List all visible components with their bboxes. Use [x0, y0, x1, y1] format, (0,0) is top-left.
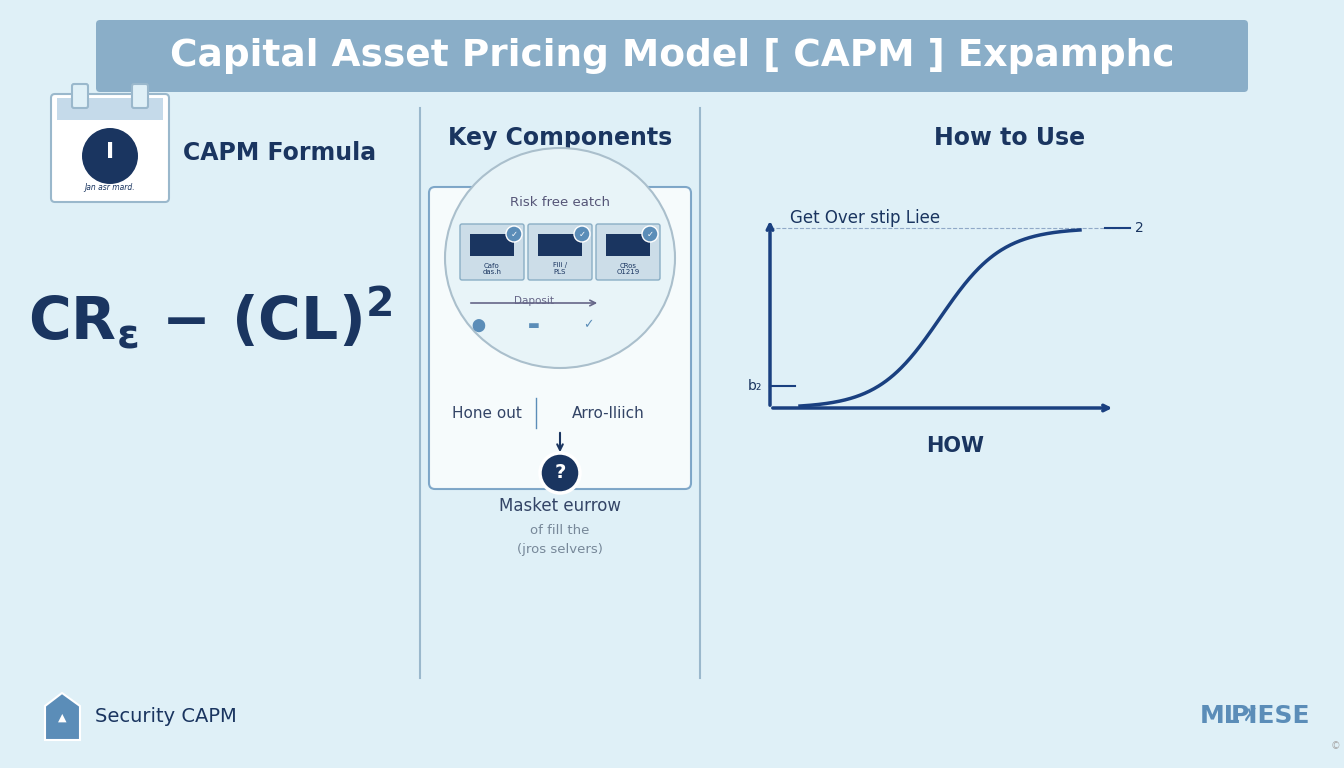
Text: Fili /
PLS: Fili / PLS: [552, 263, 567, 276]
Circle shape: [540, 453, 581, 493]
Text: CAPM Formula: CAPM Formula: [183, 141, 376, 165]
Circle shape: [574, 226, 590, 242]
Text: 2: 2: [1134, 221, 1144, 235]
FancyBboxPatch shape: [606, 234, 650, 256]
Text: ©: ©: [1331, 741, 1340, 751]
Text: Get Over stip Liee: Get Over stip Liee: [790, 209, 939, 227]
FancyBboxPatch shape: [429, 187, 691, 489]
FancyBboxPatch shape: [528, 224, 591, 280]
Ellipse shape: [445, 148, 675, 368]
Circle shape: [505, 226, 521, 242]
FancyBboxPatch shape: [595, 224, 660, 280]
Text: (jros selvers): (jros selvers): [517, 544, 603, 557]
Text: Risk free eatch: Risk free eatch: [509, 197, 610, 210]
Text: Daposit: Daposit: [513, 296, 554, 306]
Text: ⬤: ⬤: [470, 319, 485, 332]
Text: ML: ML: [1199, 704, 1241, 728]
Text: CRos
O1219: CRos O1219: [617, 263, 640, 276]
Text: $\mathbf{CR}_{\mathbf{\varepsilon}}$$\mathbf{\,-\,(CL)^{2}}$: $\mathbf{CR}_{\mathbf{\varepsilon}}$$\ma…: [28, 284, 392, 352]
FancyBboxPatch shape: [95, 20, 1249, 92]
Text: ?: ?: [554, 464, 566, 482]
FancyBboxPatch shape: [470, 234, 513, 256]
Text: Capital Asset Pricing Model [ CAPM ] Expamphc: Capital Asset Pricing Model [ CAPM ] Exp…: [169, 38, 1175, 74]
FancyBboxPatch shape: [56, 98, 163, 120]
Text: ✓: ✓: [511, 230, 517, 239]
Text: ▬: ▬: [528, 319, 540, 332]
FancyBboxPatch shape: [538, 234, 582, 256]
Text: of fill the: of fill the: [531, 525, 590, 538]
Text: I: I: [106, 142, 114, 162]
Polygon shape: [44, 693, 81, 740]
Text: ✗: ✗: [1242, 707, 1258, 725]
Text: ✓: ✓: [646, 230, 653, 239]
Text: Hone out: Hone out: [452, 406, 521, 421]
Text: PIESE: PIESE: [1231, 704, 1310, 728]
FancyBboxPatch shape: [460, 224, 524, 280]
Text: Security CAPM: Security CAPM: [95, 707, 237, 726]
Circle shape: [642, 226, 659, 242]
Text: How to Use: How to Use: [934, 126, 1086, 150]
Text: Key Components: Key Components: [448, 126, 672, 150]
Text: b₂: b₂: [747, 379, 762, 393]
FancyBboxPatch shape: [51, 94, 169, 202]
FancyBboxPatch shape: [132, 84, 148, 108]
Text: ✓: ✓: [578, 230, 586, 239]
Text: Jan asr mard.: Jan asr mard.: [85, 184, 136, 193]
Text: HOW: HOW: [926, 436, 984, 456]
Text: Cafo
das.h: Cafo das.h: [482, 263, 501, 276]
Text: Arro-lliich: Arro-lliich: [571, 406, 644, 421]
Circle shape: [82, 128, 138, 184]
Text: ▲: ▲: [58, 713, 66, 723]
Text: ✓: ✓: [583, 319, 593, 332]
FancyBboxPatch shape: [73, 84, 87, 108]
Text: Masket eurrow: Masket eurrow: [499, 497, 621, 515]
